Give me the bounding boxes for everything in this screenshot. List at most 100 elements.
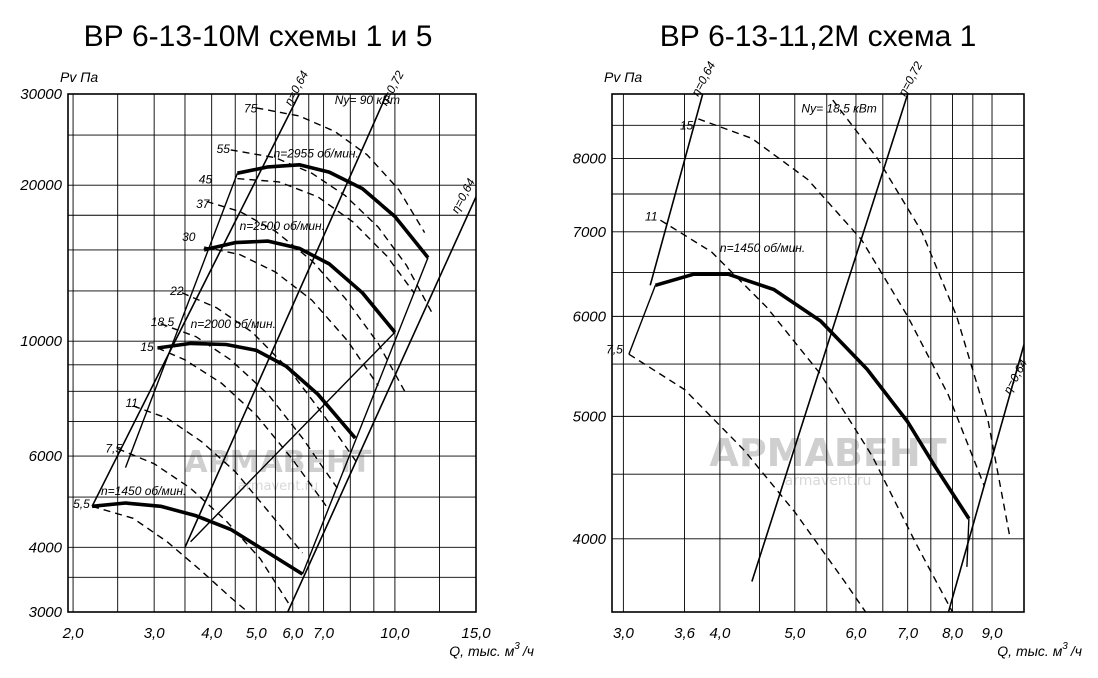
chart0-y-tick-label-4: 20000 <box>19 177 62 194</box>
chart1-y-tick-label-2: 6000 <box>573 308 607 325</box>
chart0-x-tick-label-7: 15,0 <box>461 625 491 642</box>
chart0-y-tick-label-5: 30000 <box>20 86 62 103</box>
chart0-range-line-2 <box>301 257 429 575</box>
chart0-x-tick-label-4: 6,0 <box>282 625 304 642</box>
watermark-left: АРМАВЕНТ armavent.ru <box>184 445 372 494</box>
chart1-range-line-1 <box>966 518 970 567</box>
chart-title-right: ВР 6-13-11,2М схема 1 <box>660 20 977 53</box>
chart0-speed-label-3: n=1450 об/мин. <box>101 484 186 498</box>
chart0-x-tick-label-6: 10,0 <box>380 625 410 642</box>
chart1-plot-area <box>628 94 1024 612</box>
chart0-power-label-10: 5,5 <box>73 497 90 511</box>
chart0-efficiency-label-2: η=0,64 <box>448 176 478 216</box>
chart0-power-label-2: 45 <box>199 173 213 187</box>
chart1-x-tick-label-3: 5,0 <box>784 625 806 642</box>
chart0-speed-label-0: n=2955 об/мин. <box>274 147 359 161</box>
chart1-y-tick-label-4: 8000 <box>573 151 607 168</box>
chart0-power-curve-8 <box>132 405 304 554</box>
chart1-y-axis-label: Pv Па <box>604 69 642 85</box>
chart0-efficiency-line-2 <box>286 196 476 612</box>
chart1-speed-label-0: n=1450 об/мин. <box>720 241 805 255</box>
chart0-speed-curve-0 <box>237 163 430 259</box>
chart0-x-axis-label-tail: /ч <box>522 643 534 659</box>
chart0-plot-area <box>91 94 476 612</box>
chart0-power-curve-6 <box>160 323 338 489</box>
chart0-plot-frame <box>67 93 477 613</box>
chart1-x-tick-label-1: 3,6 <box>674 625 696 642</box>
chart1-power-curve-2 <box>628 353 867 612</box>
chart0-power-label-3: 37 <box>196 197 211 211</box>
chart1-x-tick-label-2: 4,0 <box>709 625 731 642</box>
watermark-site-right: armavent.ru <box>785 473 872 489</box>
chart1-efficiency-label-2: η=0,64 <box>1000 357 1030 397</box>
chart0-efficiency-label-1: η=0,72 <box>377 68 407 108</box>
chart1-x-axis-label-main: Q, тыс. м <box>997 643 1062 659</box>
plot-left: 2,0 3,0 4,0 5,0 6,0 7,0 10,0 15,0 3000 4000 6000 10… <box>19 68 534 659</box>
chart0-power-curve-3 <box>206 200 406 392</box>
watermark-brand-left: АРМАВЕНТ <box>184 445 372 480</box>
chart1-efficiency-label-1: η=0,72 <box>896 59 926 99</box>
chart0-speed-curve-2 <box>157 341 357 440</box>
watermark-brand-right: АРМАВЕНТ <box>709 431 946 475</box>
chart-title-left: ВР 6-13-10М схемы 1 и 5 <box>84 20 433 53</box>
chart0-x-tick-label-3: 5,0 <box>246 625 268 642</box>
chart1-extra-dashed-curve-0 <box>832 99 1011 539</box>
chart1-range-line-0 <box>628 285 657 355</box>
chart1-x-axis-label-tail: /ч <box>1070 643 1082 659</box>
chart0-x-tick-label-0: 2,0 <box>62 625 85 642</box>
chart1-y-tick-label-0: 4000 <box>573 531 607 548</box>
chart0-power-unit-label: Ny= 90 кВт <box>335 93 400 107</box>
chart0-power-label-7: 15 <box>140 340 154 354</box>
chart0-x-axis-label-main: Q, тыс. м <box>449 643 514 659</box>
chart1-power-label-2: 7,5 <box>606 342 623 356</box>
chart0-power-label-8: 11 <box>126 396 138 410</box>
chart0-y-tick-label-2: 6000 <box>29 448 63 465</box>
watermark-site-left: armavent.ru <box>238 479 318 494</box>
chart0-speed-label-2: n=2000 об/мин. <box>191 317 276 331</box>
chart0-power-curve-10 <box>91 505 249 612</box>
chart1-y-tick-label-1: 5000 <box>573 408 607 425</box>
chart1-power-label-0: 15 <box>680 118 694 132</box>
chart1-power-label-1: 11 <box>645 209 657 223</box>
chart1-x-tick-label-0: 3,0 <box>613 625 635 642</box>
chart0-x-tick-label-5: 7,0 <box>313 625 335 642</box>
chart0-power-label-6: 18,5 <box>151 315 175 329</box>
chart1-efficiency-line-0 <box>649 94 704 286</box>
chart1-y-tick-label-3: 7000 <box>573 224 607 241</box>
chart0-power-curve-4 <box>203 246 379 387</box>
chart0-power-label-4: 30 <box>182 230 196 244</box>
chart1-power-unit-label: Ny= 18,5 кВт <box>801 102 876 116</box>
chart1-power-curve-1 <box>660 219 954 612</box>
chart1-x-tick-label-5: 7,0 <box>897 625 919 642</box>
chart0-power-curve-1 <box>230 149 433 313</box>
chart0-x-tick-label-1: 3,0 <box>144 625 166 642</box>
chart0-x-tick-label-2: 4,0 <box>201 625 223 642</box>
chart0-power-curve-2 <box>237 177 415 294</box>
chart1-efficiency-line-1 <box>751 94 909 582</box>
chart0-power-label-0: 75 <box>244 102 258 116</box>
plot-right: 3,0 3,6 4,0 5,0 6,0 7,0 8,0 9,0 4000 5000 6000 7000… <box>573 59 1082 659</box>
chart0-speed-curve-3 <box>91 501 304 576</box>
chart0-efficiency-line-1 <box>184 94 388 548</box>
chart0-power-curve-7 <box>157 347 327 507</box>
chart1-x-axis-label: Q, тыс. м3/ч <box>997 641 1082 659</box>
chart1-efficiency-label-0: η=0,64 <box>689 59 719 99</box>
chart1-plot-frame <box>611 93 1025 613</box>
chart0-x-axis-label: Q, тыс. м3/ч <box>449 641 534 659</box>
chart0-speed-curve-1 <box>203 239 397 334</box>
chart0-power-label-9: 7,5 <box>105 442 122 456</box>
watermark-right: АРМАВЕНТ armavent.ru <box>709 431 946 489</box>
chart0-x-axis-label-sup: 3 <box>514 641 520 652</box>
chart1-speed-curve-0 <box>654 272 971 520</box>
chart1-x-tick-label-4: 6,0 <box>846 625 868 642</box>
chart1-power-curve-0 <box>698 118 986 487</box>
chart0-y-axis-label: Pv Па <box>60 69 98 85</box>
chart0-power-curve-0 <box>256 107 426 233</box>
chart1-x-tick-label-7: 9,0 <box>982 625 1004 642</box>
chart0-efficiency-label-0: η=0,64 <box>281 68 311 108</box>
chart0-speed-label-1: n=2500 об/мин. <box>240 219 325 233</box>
chart0-y-tick-label-0: 3000 <box>29 604 63 621</box>
chart0-range-line-0 <box>124 172 239 468</box>
chart0-power-label-1: 55 <box>217 142 231 156</box>
